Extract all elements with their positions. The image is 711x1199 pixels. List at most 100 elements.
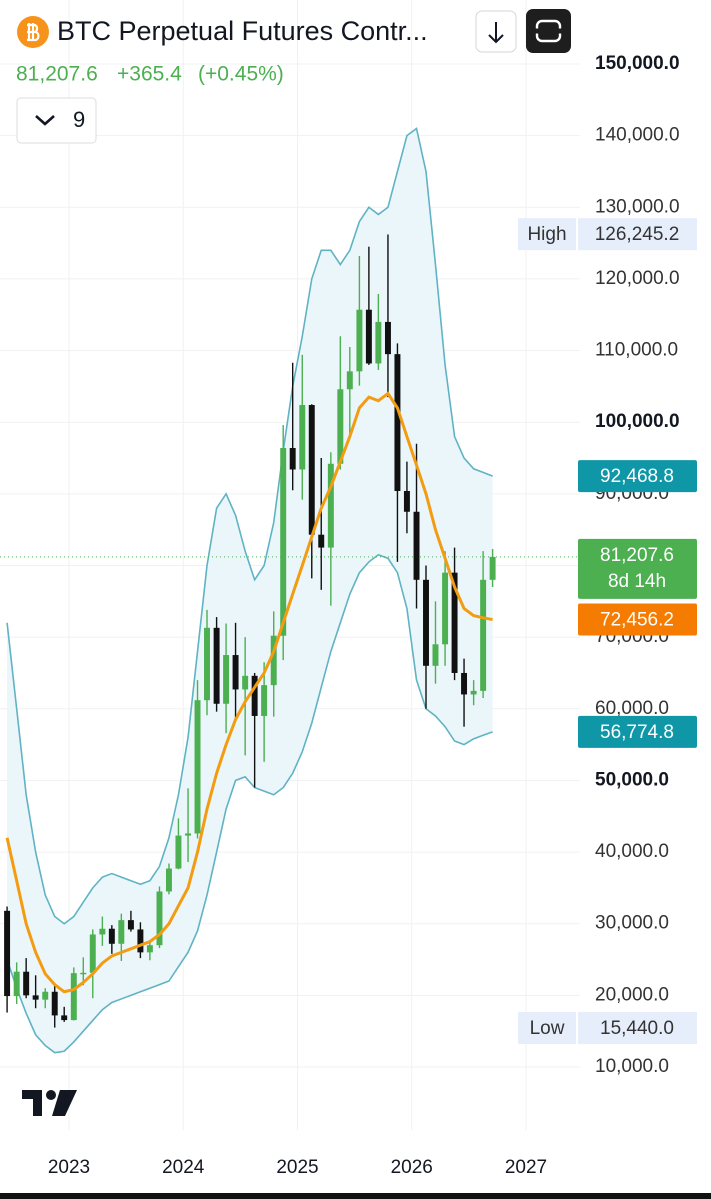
logo-part — [22, 1090, 42, 1116]
price-change: +365.4 — [117, 63, 182, 86]
candle-body — [32, 995, 39, 1000]
candle-body — [70, 973, 77, 1021]
candle-body — [346, 371, 353, 390]
candle-body — [442, 572, 449, 645]
candle-body — [146, 945, 153, 953]
y-tick-label: 50,000.0 — [595, 769, 669, 790]
candle-body — [451, 572, 458, 673]
candle-body — [270, 635, 277, 686]
candle-body — [118, 920, 125, 944]
candle-body — [108, 928, 115, 944]
plot — [0, 127, 580, 1054]
candle-body — [137, 929, 144, 953]
y-tick-label: 60,000.0 — [595, 698, 669, 719]
tradingview-logo — [22, 1090, 77, 1116]
candle-body — [185, 833, 192, 836]
y-tick-label: 30,000.0 — [595, 913, 669, 934]
price-change-pct: (+0.45%) — [198, 63, 284, 86]
x-tick-label: 2025 — [276, 1157, 318, 1178]
candle-body — [251, 675, 258, 716]
x-tick-label: 2024 — [162, 1157, 205, 1178]
y-tick-label: 150,000.0 — [595, 53, 680, 74]
candle-body — [23, 971, 30, 996]
candle-body — [280, 448, 287, 636]
price-tag-label: 72,456.2 — [600, 610, 674, 631]
candle-body — [327, 463, 334, 548]
price-tag — [578, 715, 697, 748]
candle-body — [356, 309, 363, 372]
coin-glyph — [27, 23, 40, 42]
candle-body — [470, 690, 477, 695]
y-tick-label: 20,000.0 — [595, 984, 669, 1005]
candle-body — [403, 490, 410, 512]
header: BTC Perpetual Futures Contr... 81,207.6 … — [16, 9, 571, 144]
candle-body — [289, 448, 296, 470]
candle-body — [194, 700, 201, 834]
candle-body — [51, 991, 58, 1016]
candle-body — [261, 685, 268, 716]
candle-body — [489, 556, 496, 580]
candle-body — [127, 920, 134, 930]
candle-body — [318, 534, 325, 548]
logo-part — [46, 1090, 56, 1100]
extreme-label: 126,245.2 — [595, 224, 680, 245]
band-line — [6, 553, 493, 1054]
candle-body — [165, 868, 172, 892]
y-tick-label: 100,000.0 — [595, 411, 680, 432]
price-tag-label: 92,468.8 — [600, 466, 674, 487]
price-tag — [578, 460, 697, 493]
extreme-label: 15,440.0 — [600, 1018, 674, 1039]
price-tag — [578, 603, 697, 636]
price-tag-label: 81,207.6 — [600, 545, 674, 566]
y-tick-label: 120,000.0 — [595, 268, 680, 289]
y-tick-label: 130,000.0 — [595, 196, 680, 217]
extreme-name: Low — [530, 1018, 565, 1039]
y-tick-label: 140,000.0 — [595, 125, 680, 146]
indicators-toggle[interactable] — [16, 97, 97, 144]
candle-body — [223, 655, 230, 704]
candle-body — [204, 627, 210, 701]
indicator-count: 9 — [73, 107, 85, 132]
candle-body — [4, 910, 11, 997]
y-tick-label: 110,000.0 — [595, 340, 678, 361]
x-tick-label: 2027 — [505, 1157, 547, 1178]
candle-body — [461, 672, 468, 695]
candle-body — [394, 354, 401, 491]
logo-part — [52, 1090, 77, 1116]
symbol-title: BTC Perpetual Futures Contr... — [57, 16, 428, 46]
price-tag — [578, 538, 697, 599]
bottom-bar — [0, 1193, 711, 1199]
candle-body — [423, 579, 429, 666]
candle-body — [42, 991, 49, 1000]
extreme-tag — [578, 1012, 697, 1045]
extreme-name-box — [518, 218, 576, 251]
basis-line — [5, 391, 493, 994]
extreme-name-box — [518, 1012, 576, 1045]
candle-body — [413, 511, 420, 580]
candle-body — [365, 309, 372, 364]
price-tag-sublabel: 8d 14h — [608, 571, 666, 592]
x-tick-label: 2026 — [391, 1157, 433, 1178]
candle-body — [308, 405, 315, 535]
candle-body — [384, 321, 391, 355]
price-tag-label: 56,774.8 — [600, 722, 674, 743]
x-tick-label: 2023 — [48, 1157, 90, 1178]
candle-body — [299, 405, 306, 470]
candle-body — [480, 579, 487, 691]
candle-body — [99, 928, 106, 935]
chevron-icon — [35, 115, 55, 126]
candle-body — [213, 627, 220, 704]
last-price: 81,207.6 — [16, 63, 98, 86]
candle-body — [375, 321, 382, 364]
candle-body — [175, 835, 182, 869]
extreme-name: High — [527, 224, 566, 245]
candle-body — [337, 389, 344, 464]
candle-body — [232, 655, 239, 690]
candle-body — [242, 675, 249, 690]
candle-body — [13, 971, 20, 997]
candle-body — [80, 972, 87, 975]
candle-body — [89, 934, 96, 973]
candle-body — [156, 891, 163, 946]
download-icon — [488, 22, 504, 44]
